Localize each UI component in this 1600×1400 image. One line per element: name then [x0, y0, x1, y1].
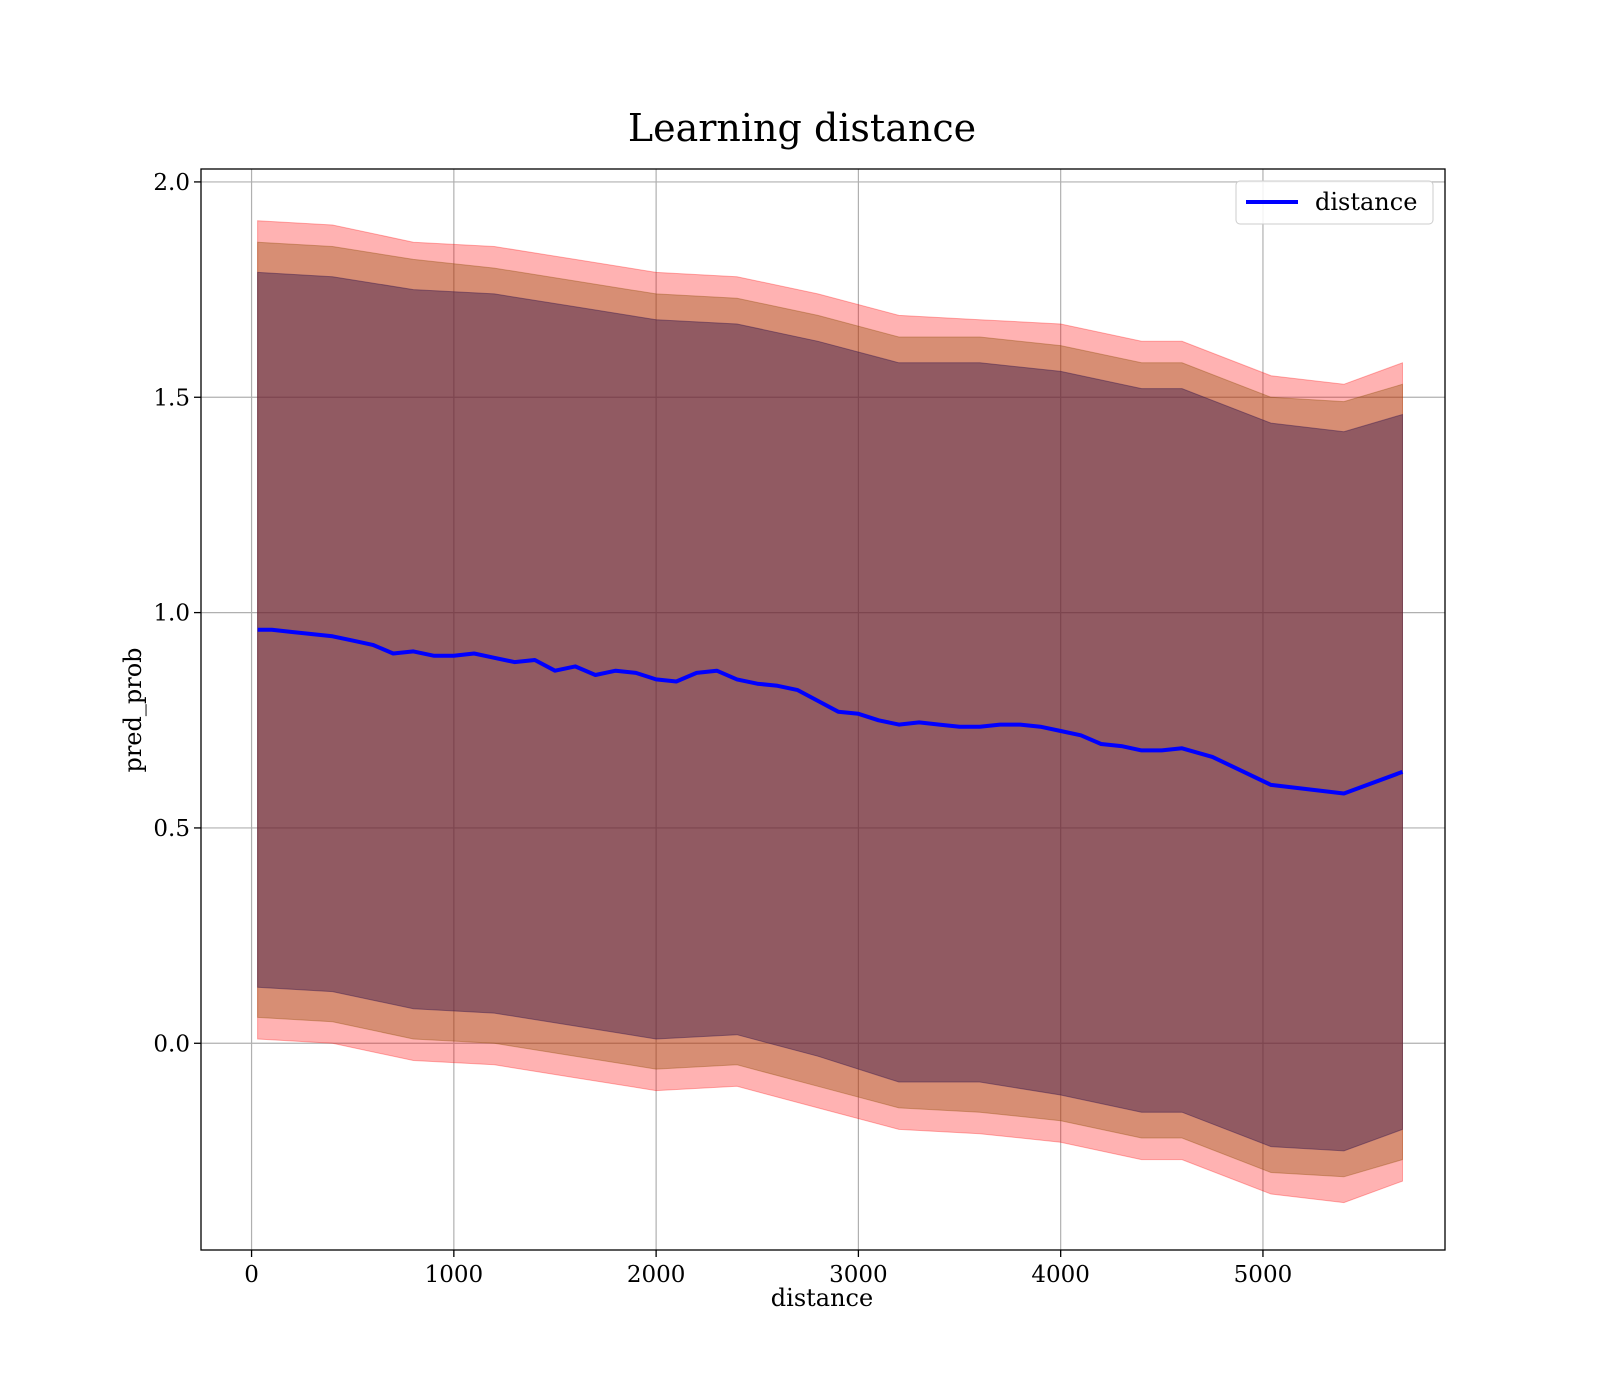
legend: distance	[1235, 180, 1434, 225]
confidence-band	[257, 220, 1403, 1204]
legend-label: distance	[1315, 188, 1417, 216]
legend-box	[1235, 180, 1434, 225]
confidence-band	[257, 271, 1403, 1152]
x-tick-label: 0	[244, 1262, 259, 1288]
x-axis-label: distance	[771, 1284, 873, 1312]
y-tick-label: 0.0	[153, 1031, 190, 1057]
y-tick-label: 1.0	[153, 601, 190, 627]
x-tick-label: 5000	[1234, 1262, 1293, 1288]
x-tick-label: 4000	[1031, 1262, 1090, 1288]
x-tick-label: 3000	[829, 1262, 888, 1288]
y-tick-label: 0.5	[153, 816, 190, 842]
axis-ticks: 0 1000 2000 3000 4000 5000 0.0 0.5 1.0 1.5 2.0	[153, 170, 1292, 1288]
series-line-distance	[257, 627, 1404, 796]
chart-title: Learning distance	[628, 106, 976, 150]
series-lines	[257, 627, 1404, 796]
x-tick-label: 2000	[627, 1262, 686, 1288]
y-tick-label: 2.0	[153, 170, 190, 196]
y-tick-label: 1.5	[153, 385, 190, 411]
y-axis-label: pred_prob	[119, 647, 147, 772]
confidence-bands	[257, 220, 1403, 1204]
plot-frame	[200, 168, 1446, 1251]
x-tick-label: 1000	[425, 1262, 484, 1288]
